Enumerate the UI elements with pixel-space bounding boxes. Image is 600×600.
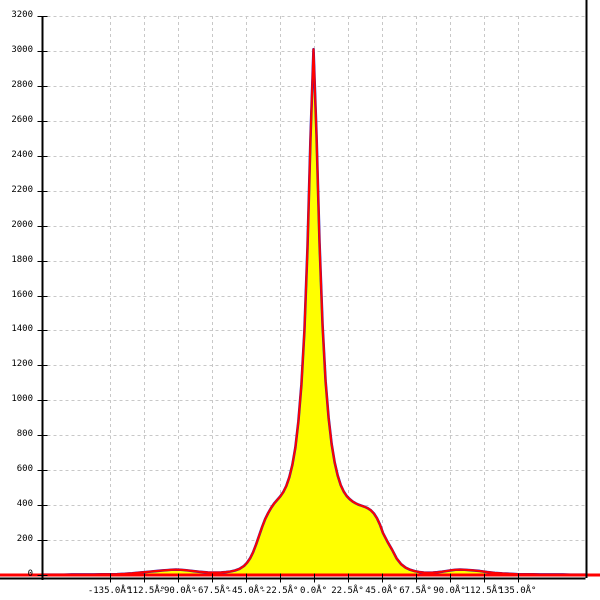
y-tick-label: 2800 — [11, 79, 33, 90]
x-tick-label: -22.5Å° — [260, 585, 299, 596]
x-tick-label: -135.0Å° — [87, 585, 132, 596]
y-tick-label: 600 — [16, 464, 33, 475]
y-tick-label: 3000 — [11, 44, 33, 55]
y-tick-label: 2600 — [11, 114, 33, 125]
axis-lines — [0, 0, 588, 580]
y-tick-label: 1200 — [11, 359, 33, 370]
y-tick-label: 800 — [16, 429, 33, 440]
y-tick-label: 0 — [27, 569, 33, 579]
x-tick-label: 45.0Å° — [365, 585, 398, 596]
x-tick-label: 112.5Å° — [464, 585, 503, 596]
y-tick-label: 1600 — [11, 289, 33, 300]
x-tick-label: 135.0Å° — [498, 585, 537, 596]
x-tick-label: 22.5Å° — [331, 585, 364, 596]
x-tick-label: 90.0Å° — [433, 585, 466, 596]
x-tick-label: 0.0Å° — [299, 585, 328, 596]
y-tick-label: 1800 — [11, 254, 33, 265]
axis-ticks — [37, 15, 520, 583]
series-outline — [40, 47, 587, 576]
y-tick-label: 3200 — [11, 10, 33, 20]
x-tick-label: -112.5Å° — [121, 585, 166, 596]
x-tick-label: -90.0Å° — [158, 585, 197, 596]
series-area-fill — [41, 49, 586, 575]
y-tick-label: 1000 — [11, 394, 33, 405]
y-tick-label: 2400 — [11, 149, 33, 160]
x-tick-label: -67.5Å° — [192, 585, 231, 596]
x-tick-label: 67.5Å° — [399, 585, 432, 596]
y-tick-label: 2200 — [11, 184, 33, 195]
y-tick-label: 1400 — [11, 324, 33, 335]
y-tick-label: 200 — [16, 534, 33, 545]
y-tick-label: 2000 — [11, 219, 33, 230]
y-tick-label: 400 — [16, 499, 33, 510]
x-tick-label: -45.0Å° — [226, 585, 265, 596]
